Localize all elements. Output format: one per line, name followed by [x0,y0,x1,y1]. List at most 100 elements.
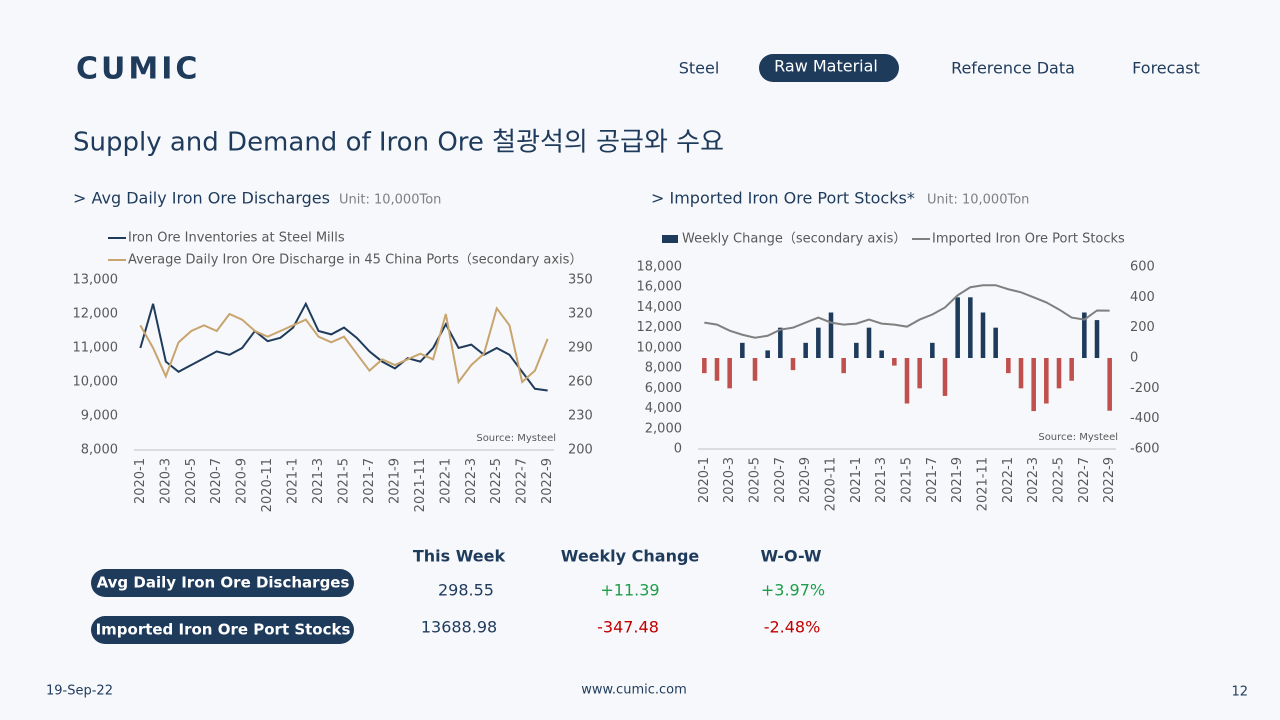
x-tick-label: 2021-3 [874,457,889,503]
x-tick-label: 2020-3 [722,457,737,503]
y-tick-label: 12,000 [637,320,683,335]
x-tick-label: 2020-11 [260,458,275,512]
row-pill [91,616,354,644]
bar [993,327,998,358]
bar [816,327,821,358]
table-header: This Week [413,547,506,566]
unit: Unit: 10,000Ton [339,193,441,208]
row-label: Imported Iron Ore Port Stocks [96,621,351,639]
y-tick-label: 10,000 [73,375,119,390]
x-tick-label: 2020-5 [184,458,199,504]
x-tick-label: 2020-5 [748,457,763,503]
chart-title: > Avg Daily Iron Ore Discharges [73,189,330,208]
bar [752,358,758,381]
bar [1056,358,1062,389]
line [139,301,548,392]
x-tick-label: 2022-7 [1077,457,1092,503]
x-tick-label: 2022-3 [464,458,479,504]
line [704,284,1110,339]
y-tick-label: 9,000 [81,409,118,424]
bar [854,342,859,358]
table-header: W-O-W [760,547,821,566]
x-tick-label: 2021-7 [362,458,377,504]
y-tick-label: 14,000 [637,300,683,315]
unit: Unit: 10,000Ton [927,193,1029,208]
cell: +11.39 [600,581,659,600]
y-tick-label: 6,000 [645,381,682,396]
x-tick-label: 2021-11 [976,457,991,511]
table: This Week Weekly Change W-O-W Avg Daily … [91,547,825,644]
bar [1006,358,1011,374]
legend-label: Average Daily Iron Ore Discharge in 45 C… [128,253,582,268]
cell: 13688.98 [421,618,497,637]
logo: CUMIC [76,52,200,87]
legend-label: Imported Iron Ore Port Stocks [932,232,1125,247]
y-tick-label: 0 [1130,351,1138,366]
bar [714,358,720,381]
bar [740,342,745,358]
y-tick-label: 8,000 [81,443,118,458]
footer-date: 19-Sep-22 [46,684,113,699]
legend-swatch [662,235,678,243]
row-pill [91,569,354,597]
x-tick-label: 2021-11 [413,458,428,512]
x-tick-label: 2021-7 [925,457,940,503]
y-tick-label: 200 [568,443,593,458]
bar [930,342,935,358]
y-tick-label: 350 [568,273,593,288]
chart-title: > Imported Iron Ore Port Stocks* [651,189,915,208]
x-tick-label: 2020-11 [824,457,839,511]
y-tick-label: 260 [568,375,593,390]
bar [866,327,872,358]
y-tick-label: 12,000 [73,307,119,322]
x-tick-label: 2020-9 [798,457,813,503]
row-label: Avg Daily Iron Ore Discharges [97,574,350,592]
x-tick-label: 2021-9 [387,458,402,504]
y-tick-label: 290 [568,341,593,356]
x-tick-label: 2020-9 [235,458,250,504]
x-tick-label: 2021-5 [900,457,915,503]
nav-item[interactable]: Forecast [1132,59,1200,78]
cell: -347.48 [597,618,659,637]
bar [790,358,796,371]
legend-label: Weekly Change（secondary axis） [682,232,906,247]
x-tick-label: 2020-3 [158,458,173,504]
y-tick-label: 4,000 [645,401,682,416]
y-tick-label: 400 [1130,290,1155,305]
y-tick-label: -200 [1130,381,1160,396]
bar [828,312,834,358]
nav-item[interactable]: Steel [679,59,720,78]
x-tick-label: 2022-1 [1001,457,1016,503]
x-tick-label: 2022-1 [438,458,453,504]
y-tick-label: -600 [1130,442,1160,457]
x-tick-label: 2022-5 [1052,457,1067,503]
nav-item[interactable]: Raw Material [774,57,878,76]
x-tick-label: 2022-9 [540,458,555,504]
y-tick-label: 8,000 [645,361,682,376]
bar [1107,358,1112,411]
x-tick-label: 2021-9 [950,457,965,503]
x-tick-label: 2021-3 [311,458,326,504]
annotation: Source: Mysteel [1038,432,1118,443]
nav-active[interactable] [759,54,899,82]
x-tick-label: 2021-1 [286,458,301,504]
y-tick-label: 13,000 [73,273,119,288]
y-tick-label: -400 [1130,411,1160,426]
nav-item[interactable]: Reference Data [951,59,1075,78]
y-tick-label: 16,000 [637,280,683,295]
y-tick-label: 230 [568,409,593,424]
bar [980,312,986,358]
bar [1069,358,1074,381]
bar [803,342,808,358]
bar [727,358,732,389]
bar [778,327,783,358]
bar [841,358,846,374]
x-tick-label: 2022-9 [1102,457,1117,503]
y-tick-label: 200 [1130,320,1155,335]
x-tick-label: 2022-7 [515,458,530,504]
bar [1082,312,1087,358]
y-tick-label: 11,000 [73,341,119,356]
bar [879,350,884,358]
x-tick-label: 2020-1 [133,458,148,504]
